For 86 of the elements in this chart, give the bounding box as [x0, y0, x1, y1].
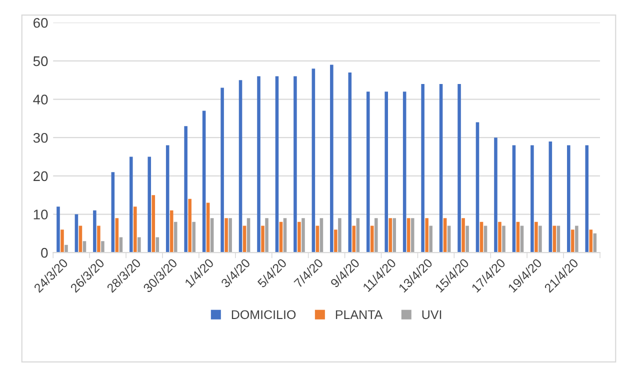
- bar: [115, 218, 119, 253]
- bar: [338, 218, 342, 253]
- y-tick-label: 30: [33, 132, 48, 143]
- legend-label: DOMICILIO: [232, 310, 296, 320]
- bar: [298, 222, 301, 253]
- bar: [312, 68, 316, 253]
- bar: [498, 222, 502, 253]
- bar: [480, 222, 484, 253]
- bar: [224, 218, 228, 253]
- bar: [166, 145, 170, 253]
- bar: [101, 241, 104, 253]
- y-tick-label: 0: [41, 248, 48, 258]
- bar: [130, 156, 133, 253]
- bar: [348, 72, 352, 253]
- bar: [220, 88, 224, 253]
- bar: [93, 210, 96, 253]
- bar: [425, 218, 428, 253]
- y-tick-label: 40: [33, 94, 48, 104]
- bar: [170, 210, 174, 253]
- bar: [265, 218, 268, 253]
- bar: [228, 218, 232, 253]
- bar: [134, 206, 137, 253]
- bar: [502, 226, 506, 253]
- bar: [548, 141, 552, 253]
- bar: [370, 226, 374, 253]
- bar: [60, 230, 64, 253]
- bar: [384, 92, 388, 253]
- bar: [466, 226, 469, 253]
- bar: [534, 222, 538, 253]
- y-tick-label: 20: [34, 171, 48, 182]
- bar: [334, 230, 338, 253]
- bar: [64, 244, 68, 253]
- bar: [206, 202, 210, 253]
- bar: [410, 218, 414, 253]
- bar: [429, 226, 432, 253]
- bar: [402, 92, 406, 253]
- bar: [192, 222, 196, 253]
- bar: [366, 92, 370, 253]
- bar: [476, 122, 480, 253]
- bar: [283, 218, 287, 253]
- y-tick-label: 60: [34, 18, 48, 28]
- bar: [111, 172, 115, 253]
- bar: [494, 138, 498, 253]
- bar: [406, 218, 410, 253]
- bar: [148, 156, 152, 253]
- bar: [320, 218, 324, 253]
- legend-label: UVI: [422, 310, 442, 320]
- bar: [210, 218, 214, 253]
- bar: [567, 145, 570, 253]
- bar: [458, 84, 461, 253]
- legend-label: PLANTA: [336, 310, 383, 319]
- y-tick-label: 50: [33, 56, 48, 66]
- y-tick-label: 10: [34, 210, 48, 220]
- bar: [388, 218, 392, 253]
- bar: [261, 226, 264, 253]
- bar: [246, 218, 250, 253]
- bar: [257, 76, 260, 253]
- bar: [443, 218, 447, 253]
- bar: [421, 84, 424, 253]
- bar: [538, 226, 542, 253]
- bar: [174, 222, 178, 253]
- bar: [462, 218, 465, 253]
- bar: [302, 218, 305, 253]
- bar: [184, 126, 188, 253]
- bar: [530, 145, 534, 253]
- bar: [56, 206, 60, 253]
- bar: [202, 110, 206, 253]
- bar: [152, 195, 156, 253]
- bar: [516, 222, 520, 253]
- bar: [356, 218, 360, 253]
- bar: [374, 218, 378, 253]
- bar: [439, 84, 443, 253]
- bar: [571, 230, 574, 253]
- bar: [279, 222, 283, 253]
- bar: [188, 198, 192, 253]
- bar: [138, 237, 141, 253]
- bar: [585, 145, 589, 253]
- bar: [575, 226, 578, 253]
- bar: [392, 218, 396, 253]
- bar: [294, 76, 297, 253]
- bar: [589, 230, 593, 253]
- bar: [238, 80, 242, 253]
- bar: [275, 76, 279, 253]
- bar: [97, 226, 100, 253]
- bar: [330, 64, 334, 253]
- bar: [512, 145, 516, 253]
